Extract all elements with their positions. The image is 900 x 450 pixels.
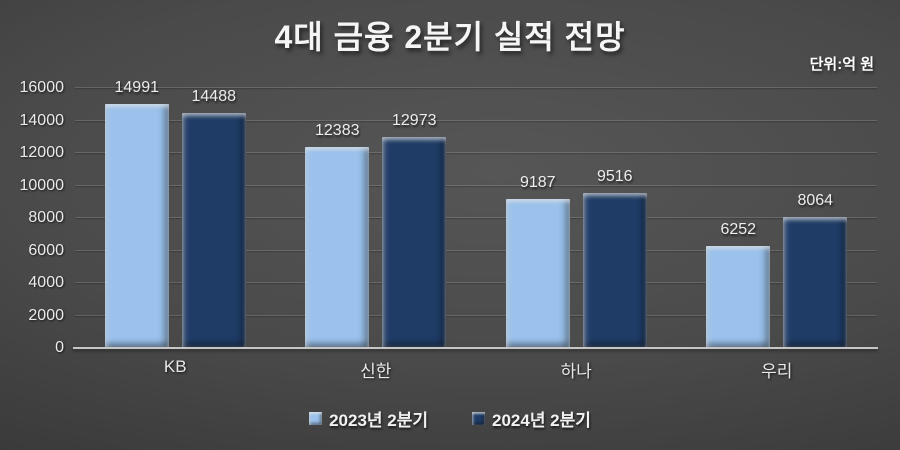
bar-group: 9187 9516: [476, 88, 677, 348]
gridline: [75, 152, 877, 153]
x-axis-line: [73, 347, 878, 349]
legend-label: 2023년 2분기: [329, 411, 428, 430]
bar: 12973: [382, 112, 447, 348]
bar: 8064: [783, 192, 848, 348]
x-category-label: 우리: [761, 362, 793, 381]
y-tick-label: 12000: [19, 144, 65, 161]
y-tick-label: 14000: [19, 111, 65, 129]
gridline: [75, 249, 877, 251]
gridline: [75, 87, 877, 88]
x-category-label: KB: [163, 357, 187, 376]
bar-group: 12383 12973: [276, 88, 477, 348]
x-category-label: 신한: [360, 362, 392, 381]
y-tick-label: 16000: [19, 79, 65, 96]
x-category-label: 하나: [560, 362, 592, 381]
legend-item: 2023년 2분기: [309, 406, 428, 431]
bar-groups: 14991 14488 12383 12973 9187 9516 6252 8064: [75, 79, 878, 348]
value-label: 12973: [392, 112, 437, 130]
legend-label: 2024년 2분기: [492, 411, 591, 430]
legend-item: 2024년 2분기: [472, 406, 591, 431]
chart-title: 4대 금융 2분기 실적 전망: [274, 19, 626, 55]
gridline: [75, 282, 877, 283]
value-label: 8064: [797, 191, 834, 209]
value-label: 9516: [596, 168, 633, 186]
value-label: 9187: [519, 173, 556, 191]
legend-marker: [472, 412, 485, 425]
bar: 12383: [305, 122, 370, 348]
value-label: 14488: [191, 87, 237, 105]
gridline: [75, 314, 877, 316]
bar: 14991: [104, 79, 169, 348]
y-axis-labels: 0 2000 4000 6000 8000 10000 12000 14000 16000: [0, 79, 65, 356]
bar: 14488: [181, 88, 246, 348]
gridline: [75, 119, 877, 121]
plot-area: 14991 14488 12383 12973 9187 9516 6252 8064: [75, 79, 878, 348]
bar-group: 6252 8064: [677, 88, 878, 348]
gridline: [75, 184, 877, 186]
y-tick-label: 6000: [28, 241, 64, 259]
bar-group: 14991 14488: [75, 79, 276, 348]
value-label: 14991: [114, 79, 160, 97]
bar: 6252: [706, 221, 771, 348]
y-tick-label: 10000: [19, 176, 65, 194]
gridline: [75, 217, 877, 218]
y-tick-label: 8000: [28, 209, 64, 226]
y-tick-label: 4000: [28, 274, 64, 291]
bar: 9516: [582, 168, 647, 348]
legend-marker: [309, 412, 323, 425]
value-label: 6252: [720, 221, 757, 239]
bar: 9187: [505, 174, 570, 348]
legend: 2023년 2분기 2024년 2분기: [0, 406, 900, 431]
x-axis-labels: KB 신한 하나 우리: [75, 357, 877, 382]
unit-label: 단위:억 원: [809, 56, 874, 73]
y-tick-label: 0: [55, 339, 64, 356]
value-label: 12383: [315, 121, 360, 139]
y-tick-label: 2000: [28, 306, 64, 324]
